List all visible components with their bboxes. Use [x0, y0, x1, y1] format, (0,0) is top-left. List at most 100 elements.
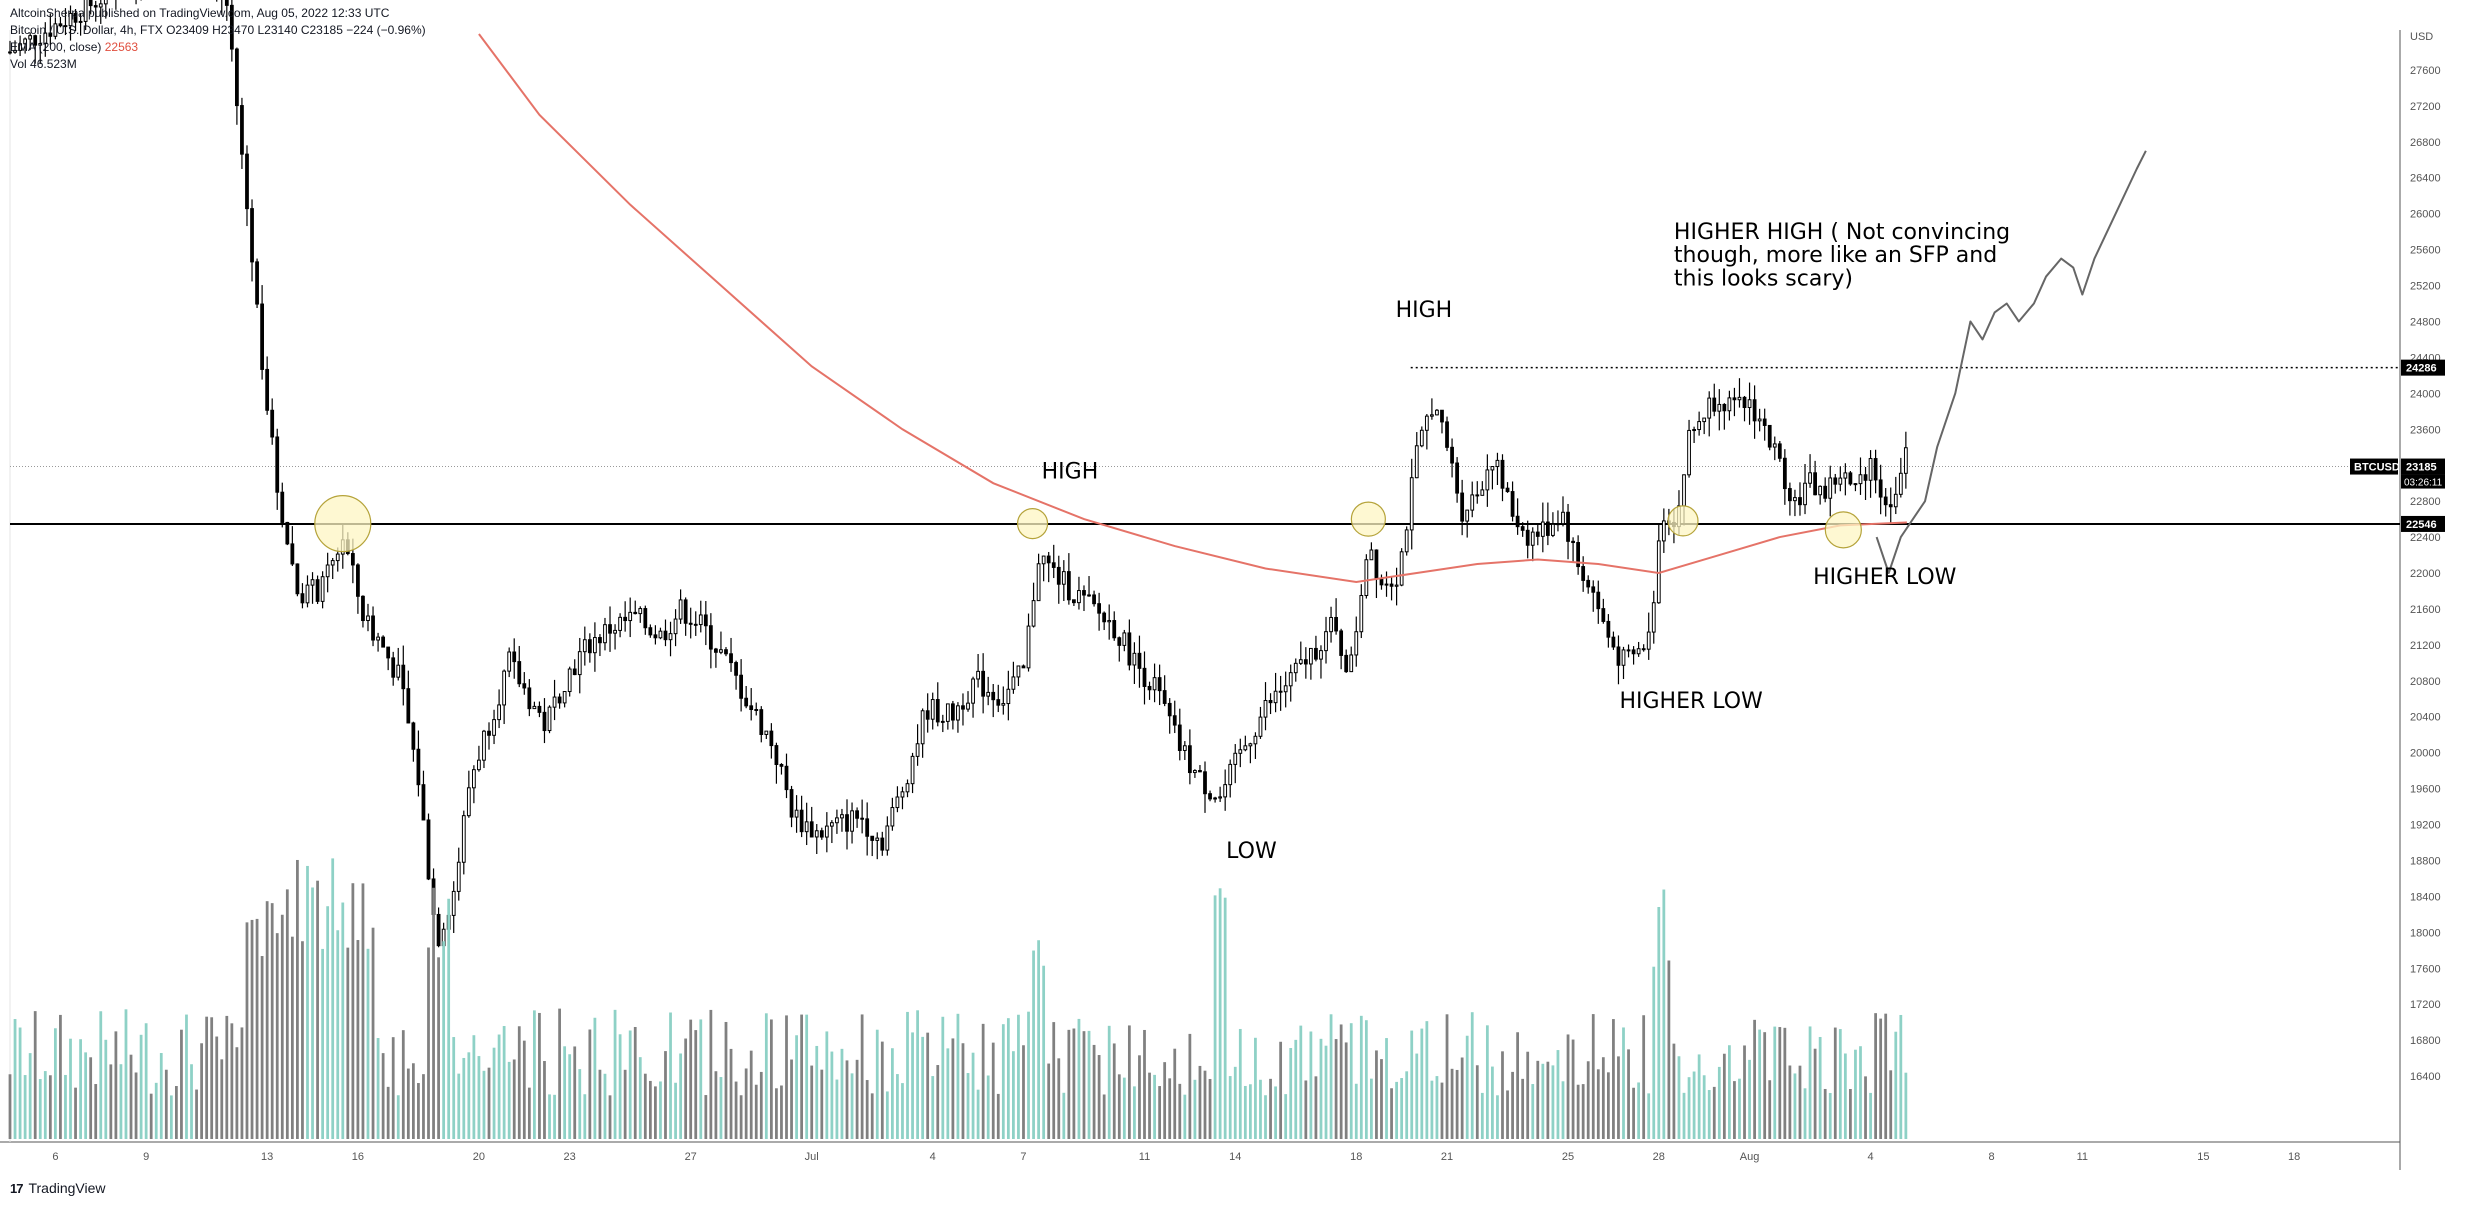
candle	[860, 799, 865, 834]
volume-bar	[326, 906, 330, 1139]
candle	[13, 40, 17, 54]
candle	[587, 633, 592, 663]
volume-bar	[422, 1074, 425, 1139]
volume-bar	[1304, 1080, 1308, 1139]
candle	[1172, 700, 1177, 734]
volume-bar	[417, 1083, 420, 1139]
candle	[235, 47, 239, 125]
volume-bar	[1344, 1042, 1348, 1139]
price-tick-label: 25600	[2410, 245, 2441, 257]
candle	[1283, 671, 1288, 708]
volume-bar	[1778, 1027, 1782, 1139]
symbol-legend[interactable]: Bitcoin / U.S. Dollar, 4h, FTX O23409 H2…	[10, 23, 426, 37]
volume-bar	[104, 1039, 108, 1139]
candle	[1697, 411, 1702, 436]
volume-bar	[1581, 1084, 1585, 1139]
candle	[875, 832, 880, 860]
volume-bar	[689, 1019, 693, 1139]
candle	[814, 824, 819, 854]
candle	[140, 0, 142, 1]
price-tick-label: 17600	[2410, 963, 2441, 975]
volume-bar	[522, 1040, 526, 1139]
candle	[1495, 452, 1500, 485]
volume-bar	[1385, 1038, 1388, 1139]
candle	[829, 820, 834, 844]
candle	[471, 765, 476, 804]
volume-bar	[1400, 1078, 1404, 1139]
volume-bar	[8, 1074, 12, 1139]
highlight-circle	[1016, 507, 1049, 540]
volume-legend[interactable]: Vol 46.523M	[10, 57, 77, 71]
candle	[1515, 498, 1520, 535]
candle	[1712, 383, 1717, 417]
annotation-label: HIGHER HIGH ( Not convincing	[1674, 220, 2010, 245]
candle	[216, 0, 218, 2]
svg-text:03:26:11: 03:26:11	[2404, 478, 2443, 489]
candle	[1349, 646, 1354, 673]
volume-bar	[1601, 1057, 1605, 1139]
candle	[557, 693, 562, 709]
highlight-circle	[1824, 511, 1862, 549]
volume-bar	[1521, 1078, 1525, 1139]
candle	[330, 557, 335, 580]
volume-bar	[1818, 1036, 1822, 1139]
candle	[623, 601, 628, 632]
time-tick-label: Jul	[805, 1151, 819, 1163]
ema-legend[interactable]: EMA (200, close) 22563	[10, 40, 138, 54]
price-tick-label: 18000	[2410, 927, 2441, 939]
volume-bar	[588, 1029, 592, 1139]
price-tick-label: 22800	[2410, 496, 2441, 508]
svg-text:22546: 22546	[2406, 519, 2437, 531]
candle	[1127, 619, 1132, 671]
volume-bar	[43, 1071, 47, 1139]
candle	[310, 572, 315, 604]
candle	[1092, 590, 1096, 607]
candle	[1798, 482, 1802, 516]
vol-label: Vol	[10, 57, 27, 71]
candle	[663, 619, 668, 647]
candle	[285, 521, 290, 546]
candle	[1878, 464, 1883, 515]
volume-bar	[1435, 1076, 1439, 1139]
volume-bar	[84, 1052, 88, 1139]
volume-bar	[583, 1094, 587, 1139]
candle	[43, 22, 48, 57]
volume-bar	[64, 1074, 67, 1139]
tradingview-footer[interactable]: 17 TradingView	[10, 1180, 106, 1196]
candle	[517, 645, 522, 688]
volume-bar	[1243, 1085, 1247, 1139]
volume-bar	[79, 1039, 82, 1139]
svg-text:24286: 24286	[2406, 363, 2437, 375]
price-tick-label: 26800	[2410, 137, 2441, 149]
volume-bar	[1012, 1051, 1015, 1139]
candle	[270, 398, 275, 445]
volume-bar	[941, 1016, 945, 1139]
volume-bar	[74, 1087, 77, 1139]
volume-bar	[1768, 1080, 1772, 1139]
volume-bar	[1440, 1082, 1444, 1139]
candle	[1132, 642, 1137, 684]
volume-bar	[1112, 1043, 1116, 1139]
volume-bar	[1188, 1033, 1192, 1139]
volume-bar	[1637, 1082, 1641, 1139]
volume-bar	[1415, 1053, 1419, 1139]
volume-bar	[1153, 1074, 1156, 1139]
volume-bar	[1390, 1088, 1393, 1139]
candle	[582, 626, 587, 666]
candle	[1702, 417, 1707, 435]
candle	[1208, 790, 1212, 802]
volume-bar	[1223, 897, 1227, 1139]
candle	[1107, 604, 1112, 640]
volume-bar	[1314, 1076, 1318, 1139]
volume-bar	[175, 1086, 178, 1139]
candle	[28, 32, 33, 51]
candle	[1586, 575, 1591, 594]
volume-bar	[1788, 1065, 1792, 1139]
candle	[88, 0, 93, 15]
candle	[744, 685, 749, 709]
candle	[1500, 454, 1505, 502]
volume-bar	[1813, 1048, 1817, 1139]
volume-bar	[1838, 1029, 1842, 1139]
volume-bar	[563, 1046, 567, 1139]
